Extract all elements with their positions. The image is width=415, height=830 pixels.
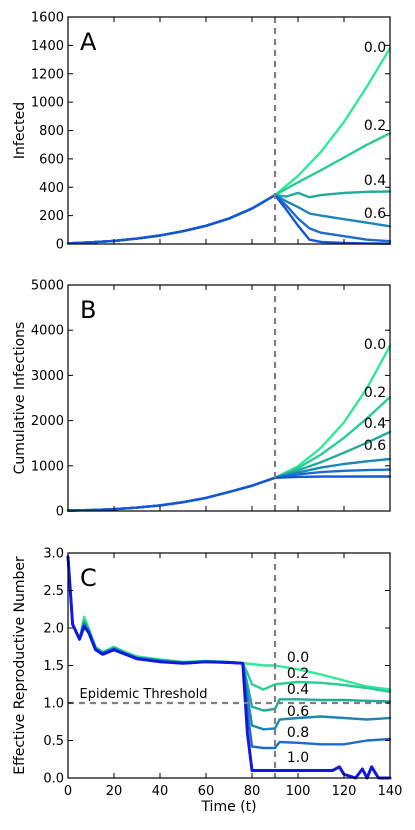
y-tick-label: 0.0 [43, 772, 64, 787]
y-tick-label: 0 [56, 505, 64, 520]
y-tick-label: 4000 [31, 324, 64, 339]
y-tick-label: 1600 [31, 11, 64, 26]
series-line-0.6 [66, 457, 392, 512]
series-annotation: 0.4 [287, 682, 309, 698]
plot-frame [67, 16, 391, 245]
y-tick-label: 1400 [31, 39, 64, 54]
x-tick-label: 140 [378, 784, 403, 799]
series-annotation: 0.0 [364, 40, 386, 56]
series-annotation: 0.0 [287, 650, 309, 666]
series-line-0.2 [66, 132, 392, 245]
y-tick-label: 3.0 [43, 547, 64, 562]
series-line-0.8 [66, 555, 392, 750]
y-axis-label: Infected [12, 102, 28, 159]
plot-frame [67, 284, 391, 512]
y-tick-label: 2.0 [43, 622, 64, 637]
panel-label: C [80, 564, 97, 592]
x-tick-label: 120 [332, 784, 357, 799]
panel-label: A [80, 28, 97, 56]
y-axis-label: Effective Reproductive Number [12, 556, 28, 775]
series-annotation: 0.6 [287, 704, 309, 720]
y-tick-label: 1.5 [43, 659, 64, 674]
x-axis-label: Time (t) [200, 799, 256, 815]
y-tick-label: 800 [39, 124, 64, 139]
series-annotation: 0.8 [287, 725, 309, 741]
series-line-0.0 [66, 47, 392, 245]
panel-b: 0 1000 2000 3000 4000 5000 Cumulative Infectio… [12, 279, 392, 520]
panel-a: 0 200 400 600 800 1000 1200 1400 1600 Infected A 0.… [12, 11, 392, 253]
y-tick-label: 1200 [31, 67, 64, 82]
series-annotation: 0.2 [364, 118, 386, 134]
x-tick-label: 40 [152, 784, 169, 799]
x-tick-label: 100 [286, 784, 311, 799]
y-tick-label: 1000 [31, 96, 64, 111]
y-tick-label: 3000 [31, 369, 64, 384]
series-line-1.0 [66, 555, 392, 780]
series-annotation: 0.2 [287, 666, 309, 682]
y-tick-label: 0 [56, 238, 64, 253]
y-tick-label: 2000 [31, 414, 64, 429]
series-line-1.0 [66, 193, 392, 245]
series-annotation: 0.6 [364, 206, 386, 222]
series-annotation: 1.0 [287, 750, 309, 766]
series-annotation: 0.4 [364, 416, 386, 432]
y-tick-label: 200 [39, 209, 64, 224]
y-tick-label: 0.5 [43, 734, 64, 749]
y-tick-label: 400 [39, 181, 64, 196]
series-line-0.0 [66, 555, 392, 691]
series-annotation: 0.0 [364, 337, 386, 353]
panel-label: B [80, 296, 96, 324]
y-tick-label: 2.5 [43, 584, 64, 599]
y-tick-label: 5000 [31, 279, 64, 294]
y-tick-label: 1.0 [43, 697, 64, 712]
series-annotation: 0.6 [364, 438, 386, 454]
series-line-1.0 [66, 475, 392, 512]
x-tick-label: 60 [198, 784, 215, 799]
series-annotation: 0.4 [364, 173, 386, 189]
y-axis-label: Cumulative Infections [12, 322, 28, 475]
x-tick-label: 0 [64, 784, 72, 799]
series-line-0.0 [66, 344, 392, 512]
x-tick-label: 80 [244, 784, 261, 799]
series-line-0.2 [66, 555, 392, 693]
x-tick-label: 20 [106, 784, 123, 799]
series-annotation: 0.2 [364, 385, 386, 401]
epidemic-threshold-label: Epidemic Threshold [80, 687, 208, 702]
y-tick-label: 1000 [31, 459, 64, 474]
y-tick-label: 600 [39, 152, 64, 167]
